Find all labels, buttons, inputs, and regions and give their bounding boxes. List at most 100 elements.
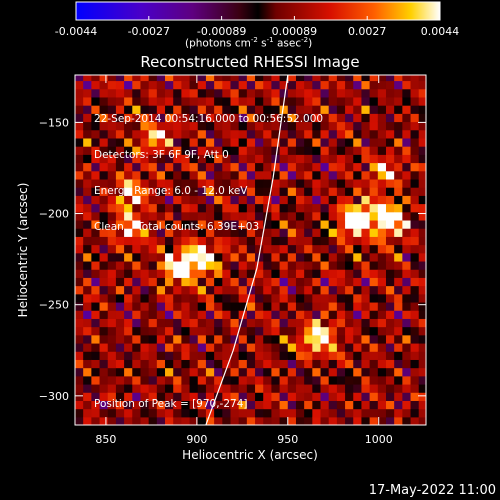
heatmap-cell (173, 203, 182, 213)
heatmap-cell (91, 367, 101, 377)
heatmap-cell (222, 80, 232, 90)
heatmap-cell (246, 408, 256, 418)
heatmap-cell (304, 178, 313, 188)
heatmap-cell (353, 351, 363, 360)
heatmap-cell (238, 88, 248, 98)
heatmap-cell (173, 351, 182, 360)
heatmap-cell (312, 301, 322, 311)
heatmap-cell (369, 211, 379, 221)
heatmap-cell (304, 310, 313, 319)
heatmap-cell (377, 228, 387, 237)
heatmap-cell (246, 244, 256, 254)
heatmap-cell (385, 383, 395, 393)
heatmap-cell (279, 342, 289, 352)
heatmap-cell (83, 105, 92, 114)
heatmap-cell (156, 137, 166, 147)
heatmap-cell (205, 318, 215, 328)
heatmap-cell (148, 88, 158, 98)
heatmap-cell (418, 375, 426, 385)
heatmap-cell (377, 162, 387, 172)
heatmap-cell (75, 359, 84, 369)
heatmap-cell (107, 187, 117, 196)
heatmap-cell (255, 80, 264, 90)
heatmap-cell (345, 383, 354, 393)
heatmap-cell (222, 408, 232, 418)
heatmap-cell (230, 351, 240, 360)
heatmap-cell (214, 334, 223, 344)
heatmap-cell (410, 162, 420, 172)
heatmap-cell (230, 236, 240, 246)
heatmap-cell (271, 310, 281, 319)
heatmap-cell (328, 367, 338, 377)
heatmap-cell (312, 195, 322, 205)
heatmap-cell (320, 367, 330, 377)
heatmap-cell (295, 154, 305, 164)
heatmap-cell (263, 96, 273, 106)
heatmap-cell (353, 178, 363, 188)
heatmap-cell (312, 187, 322, 196)
heatmap-cell (320, 293, 330, 303)
heatmap-cell (205, 105, 215, 114)
heatmap-cell (107, 80, 117, 90)
heatmap-cell (222, 203, 232, 213)
heatmap-cell (156, 113, 166, 123)
heatmap-cell (173, 301, 182, 311)
heatmap-cell (394, 334, 403, 344)
heatmap-cell (279, 137, 289, 147)
heatmap-cell (156, 359, 166, 369)
heatmap-cell (230, 178, 240, 188)
heatmap-cell (369, 195, 379, 205)
heatmap-cell (156, 178, 166, 188)
heatmap-cell (214, 260, 223, 270)
heatmap-cell (271, 211, 281, 221)
heatmap-cell (75, 187, 84, 196)
heatmap-cell (189, 211, 199, 221)
heatmap-cell (205, 170, 215, 180)
heatmap-cell (91, 146, 101, 155)
heatmap-cell (75, 408, 84, 418)
heatmap-cell (238, 252, 248, 262)
heatmap-cell (271, 408, 281, 418)
heatmap-cell (385, 400, 395, 410)
heatmap-cell (246, 236, 256, 246)
heatmap-cell (345, 351, 354, 360)
heatmap-cell (271, 113, 281, 123)
heatmap-cell (197, 367, 207, 377)
heatmap-cell (287, 236, 297, 246)
heatmap-cell (353, 400, 363, 410)
heatmap-cell (279, 367, 289, 377)
heatmap-cell (205, 162, 215, 172)
heatmap-cell (345, 96, 354, 106)
heatmap-cell (312, 375, 322, 385)
heatmap-cell (353, 293, 363, 303)
heatmap-cell (83, 334, 92, 344)
heatmap-cell (263, 228, 273, 237)
heatmap-cell (189, 351, 199, 360)
heatmap-cell (295, 293, 305, 303)
heatmap-cell (255, 244, 264, 254)
heatmap-cell (328, 211, 338, 221)
heatmap-cell (279, 301, 289, 311)
heatmap-cell (246, 80, 256, 90)
heatmap-cell (312, 75, 322, 82)
heatmap-cell (115, 211, 125, 221)
heatmap-cell (197, 293, 207, 303)
heatmap-cell (328, 228, 338, 237)
heatmap-cell (181, 310, 191, 319)
heatmap-cell (246, 211, 256, 221)
heatmap-cell (263, 269, 273, 278)
heatmap-cell (263, 342, 273, 352)
heatmap-cell (75, 154, 84, 164)
heatmap-cell (369, 113, 379, 123)
heatmap-cell (394, 318, 403, 328)
heatmap-cell (132, 195, 142, 205)
heatmap-cell (173, 146, 182, 155)
heatmap-cell (336, 146, 346, 155)
heatmap-cell (402, 203, 412, 213)
heatmap-cell (255, 318, 264, 328)
heatmap-cell (140, 228, 150, 237)
heatmap-cell (238, 162, 248, 172)
heatmap-cell (287, 400, 297, 410)
heatmap-cell (328, 375, 338, 385)
heatmap-cell (271, 129, 281, 139)
